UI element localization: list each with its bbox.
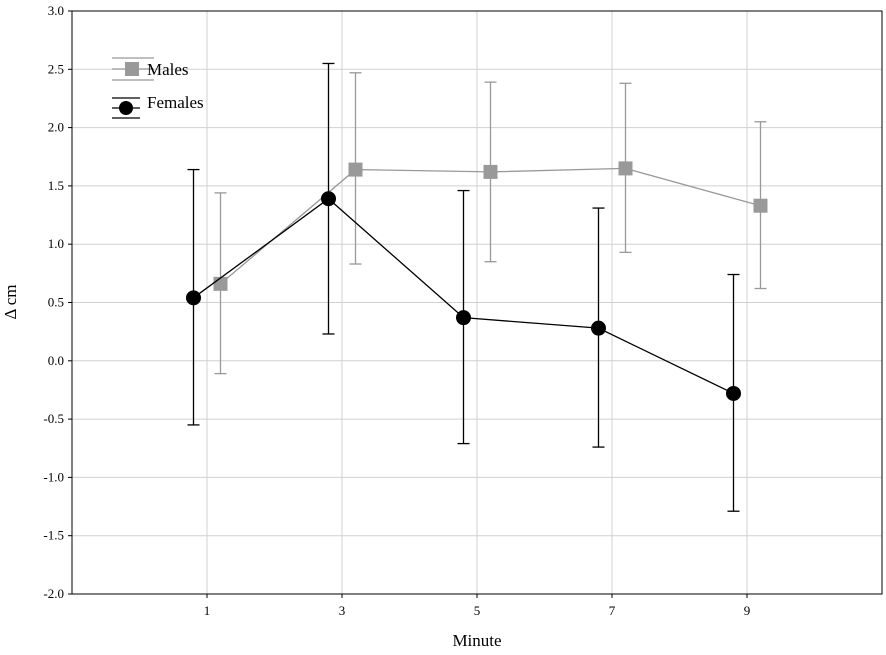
series-males bbox=[213, 72, 768, 375]
legend-item-females: Females bbox=[112, 93, 204, 119]
y-tick-label: 0.5 bbox=[48, 295, 64, 310]
data-point-males bbox=[618, 161, 633, 176]
data-point-females bbox=[456, 310, 471, 326]
x-axis-title: Minute bbox=[452, 631, 501, 650]
y-tick-label: -1.5 bbox=[43, 528, 64, 543]
data-point-females bbox=[591, 320, 606, 336]
x-tick-label: 5 bbox=[474, 603, 481, 618]
legend-females-marker bbox=[119, 101, 133, 115]
data-point-females bbox=[726, 385, 741, 401]
series-females bbox=[186, 62, 741, 512]
data-point-males bbox=[483, 164, 498, 179]
y-tick-label: -1.0 bbox=[43, 469, 64, 484]
x-tick-label: 1 bbox=[204, 603, 211, 618]
legend-item-males: Males bbox=[112, 57, 189, 81]
y-tick-label: -2.0 bbox=[43, 586, 64, 601]
y-tick-label: 1.0 bbox=[48, 236, 64, 251]
legend-males-label: Males bbox=[147, 60, 189, 79]
x-axis-ticks: 1 3 5 7 9 bbox=[204, 594, 751, 618]
y-axis-title: Δ cm bbox=[1, 284, 20, 319]
y-axis-ticks: -2.0 -1.5 -1.0 -0.5 0.0 0.5 1.0 1.5 2.0 2.5 3.0 bbox=[43, 3, 72, 601]
grid bbox=[72, 11, 882, 594]
legend-females-label: Females bbox=[147, 93, 204, 112]
data-point-males bbox=[348, 162, 363, 177]
data-point-males bbox=[753, 198, 768, 213]
legend: Males Females bbox=[112, 57, 204, 119]
x-tick-label: 9 bbox=[744, 603, 751, 618]
y-tick-label: -0.5 bbox=[43, 411, 64, 426]
data-point-females bbox=[321, 191, 336, 207]
x-tick-label: 7 bbox=[609, 603, 616, 618]
x-tick-label: 3 bbox=[339, 603, 346, 618]
y-tick-label: 0.0 bbox=[48, 353, 64, 368]
legend-males-marker bbox=[125, 62, 139, 76]
series bbox=[186, 62, 768, 512]
data-point-males bbox=[213, 276, 228, 291]
y-tick-label: 3.0 bbox=[48, 3, 64, 18]
y-tick-label: 1.5 bbox=[48, 178, 64, 193]
data-point-females bbox=[186, 290, 201, 306]
y-tick-label: 2.5 bbox=[48, 61, 64, 76]
y-tick-label: 2.0 bbox=[48, 120, 64, 135]
